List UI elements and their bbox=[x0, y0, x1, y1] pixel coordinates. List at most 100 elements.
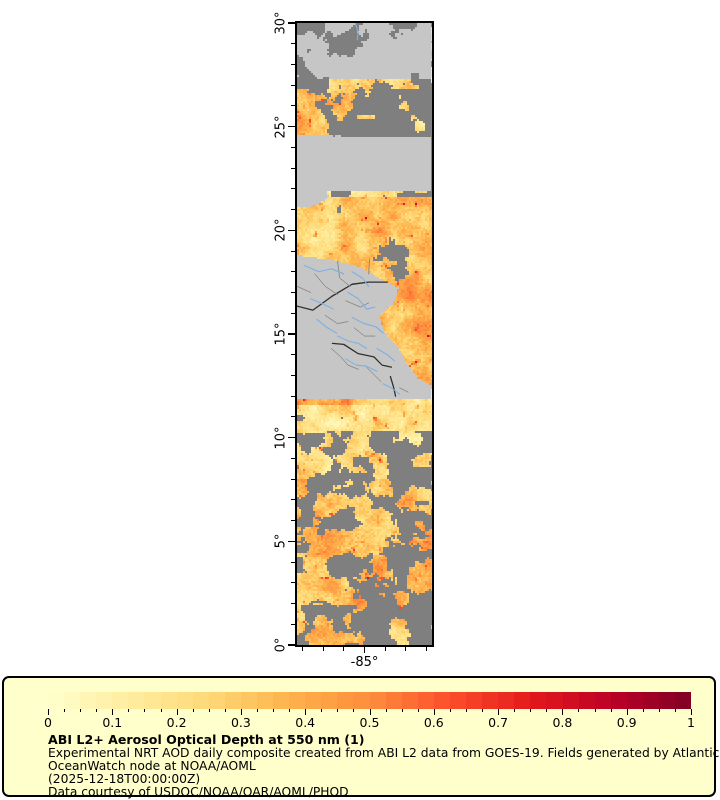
colorbar-minor-tick bbox=[417, 709, 419, 712]
colorbar-major-tick bbox=[691, 709, 692, 715]
lat-minor-tick bbox=[291, 105, 296, 107]
lon-minor-tick bbox=[343, 646, 345, 651]
lat-minor-tick bbox=[291, 292, 296, 294]
colorbar-minor-tick bbox=[514, 709, 516, 712]
lat-minor-tick bbox=[291, 520, 296, 522]
colorbar-minor-tick bbox=[642, 709, 644, 712]
colorbar-minor-tick bbox=[273, 709, 275, 712]
lat-minor-tick bbox=[291, 43, 296, 45]
colorbar-segment bbox=[353, 692, 370, 709]
colorbar-segment bbox=[449, 692, 467, 709]
colorbar-minor-tick bbox=[385, 709, 387, 712]
lat-minor-tick bbox=[291, 167, 296, 169]
colorbar-minor-tick bbox=[256, 709, 258, 712]
lat-tick-label: 20° bbox=[273, 218, 289, 242]
lat-major-tick bbox=[288, 22, 296, 24]
colorbar-segment bbox=[642, 692, 659, 709]
colorbar-minor-tick bbox=[144, 709, 146, 712]
colorbar-tick-label: 0.6 bbox=[423, 715, 444, 730]
colorbar-segment bbox=[160, 692, 177, 709]
colorbar-tick-label: 1 bbox=[687, 715, 695, 730]
colorbar-segment bbox=[337, 692, 354, 709]
colorbar-tick-label: 0.5 bbox=[359, 715, 380, 730]
lat-major-tick bbox=[288, 436, 296, 439]
lat-minor-tick bbox=[291, 250, 296, 252]
colorbar-minor-tick bbox=[160, 709, 162, 712]
colorbar-tick-label: 0.3 bbox=[230, 715, 251, 730]
lat-minor-tick bbox=[291, 188, 296, 190]
colorbar-major-tick bbox=[305, 709, 307, 715]
colorbar-segment bbox=[385, 692, 402, 709]
lat-major-tick bbox=[288, 644, 296, 646]
colorbar-minor-tick bbox=[337, 709, 339, 712]
colorbar-segment bbox=[321, 692, 338, 709]
colorbar-tick-label: 0.7 bbox=[488, 715, 509, 730]
colorbar-minor-tick bbox=[224, 709, 226, 712]
colorbar-minor-tick bbox=[578, 709, 580, 712]
colorbar-minor-tick bbox=[64, 709, 66, 712]
lon-minor-tick bbox=[301, 646, 303, 651]
colorbar-segment bbox=[64, 692, 81, 709]
lat-tick-label: 30° bbox=[273, 11, 289, 35]
colorbar-tick-label: 0.1 bbox=[102, 715, 123, 730]
colorbar-segment bbox=[112, 692, 129, 709]
colorbar-segment bbox=[128, 692, 145, 709]
colorbar-segment bbox=[562, 692, 579, 709]
colorbar-minor-tick bbox=[401, 709, 403, 712]
lon-tick-label: -85° bbox=[350, 655, 379, 670]
lat-tick-label: 0° bbox=[273, 637, 289, 653]
colorbar-minor-tick bbox=[610, 709, 612, 712]
lat-major-tick bbox=[288, 540, 296, 543]
lat-minor-tick bbox=[291, 623, 296, 625]
colorbar-segment bbox=[289, 692, 306, 709]
colorbar-segment bbox=[240, 692, 258, 709]
colorbar-minor-tick bbox=[465, 709, 467, 712]
lat-minor-tick bbox=[291, 457, 296, 459]
colorbar-segment bbox=[176, 692, 193, 709]
colorbar-minor-tick bbox=[80, 709, 82, 712]
colorbar-segment bbox=[224, 692, 241, 709]
colorbar-segment bbox=[401, 692, 418, 709]
lat-minor-tick bbox=[291, 561, 296, 563]
legend-credit: Data courtesy of USDOC/NOAA/OAR/AOML/PHO… bbox=[48, 785, 349, 799]
colorbar-segment bbox=[530, 692, 547, 709]
colorbar-segment bbox=[257, 692, 274, 709]
lat-major-tick bbox=[288, 333, 296, 335]
lat-minor-tick bbox=[291, 312, 296, 314]
lon-minor-tick bbox=[322, 646, 324, 651]
colorbar-tick-label: 0.2 bbox=[166, 715, 187, 730]
aod-map-figure: 30° 25° 20° 15° 10° 5° 0° -85° bbox=[273, 11, 434, 670]
legend-text-block: ABI L2+ Aerosol Optical Depth at 550 nm … bbox=[48, 732, 719, 799]
colorbar-minor-tick bbox=[530, 709, 532, 712]
lat-minor-tick bbox=[291, 395, 296, 397]
colorbar-segment bbox=[192, 692, 209, 709]
colorbar-segment bbox=[80, 692, 97, 709]
legend-description-line-2: OceanWatch node at NOAA/AOML bbox=[48, 759, 256, 773]
colorbar-major-tick bbox=[562, 709, 564, 715]
colorbar-tick-label: 0 bbox=[44, 715, 52, 730]
colorbar-segment bbox=[514, 692, 531, 709]
legend-panel: 0 0.1 0.2 0.3 0.4 0.5 0.6 0.7 0.8 0.9 1 ABI L2+ Ae… bbox=[2, 676, 719, 799]
colorbar-minor-tick bbox=[96, 709, 98, 712]
colorbar-minor-tick bbox=[658, 709, 660, 712]
colorbar-segment bbox=[48, 692, 65, 709]
colorbar-tick-label: 0.9 bbox=[616, 715, 637, 730]
colorbar-minor-tick bbox=[321, 709, 323, 712]
colorbar-minor-tick bbox=[128, 709, 130, 712]
colorbar-segment bbox=[482, 692, 499, 709]
lon-minor-tick bbox=[384, 646, 386, 651]
colorbar-segment bbox=[466, 692, 483, 709]
lat-minor-tick bbox=[291, 209, 296, 211]
colorbar-major-tick bbox=[498, 709, 500, 715]
colorbar-major-tick bbox=[626, 709, 628, 715]
colorbar-segment bbox=[594, 692, 611, 709]
colorbar-minor-tick bbox=[353, 709, 355, 712]
lon-minor-tick bbox=[426, 646, 428, 651]
colorbar-segment bbox=[144, 692, 161, 709]
colorbar-major-tick bbox=[369, 709, 371, 715]
legend-title: ABI L2+ Aerosol Optical Depth at 550 nm … bbox=[48, 732, 365, 747]
lat-minor-tick bbox=[291, 603, 296, 605]
colorbar-major-tick bbox=[433, 709, 435, 715]
colorbar-segment bbox=[433, 692, 450, 709]
colorbar-major-tick bbox=[240, 709, 242, 715]
